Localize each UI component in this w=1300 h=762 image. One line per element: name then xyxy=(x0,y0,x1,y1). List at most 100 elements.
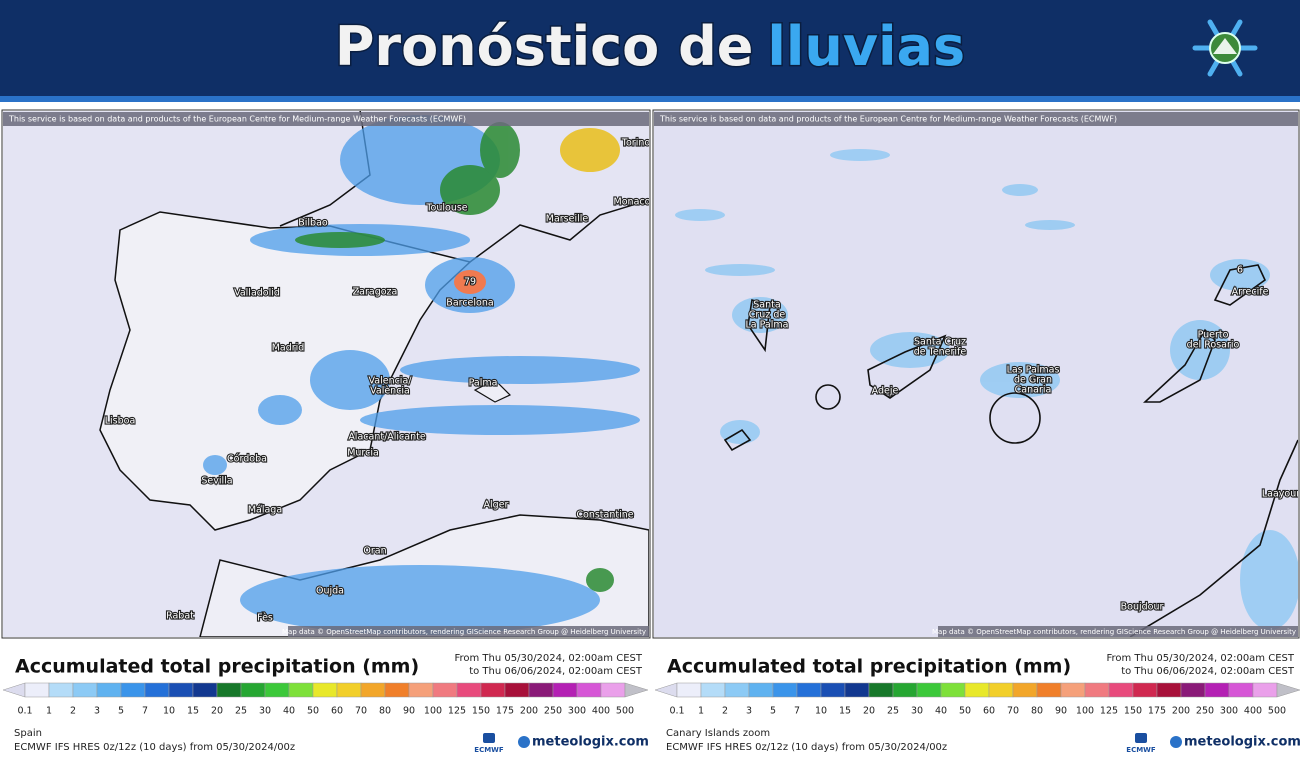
city-label: Las Palmas xyxy=(1007,365,1060,376)
scale-swatch xyxy=(216,682,242,698)
attribution: This service is based on data and produc… xyxy=(659,115,1117,124)
scale-label: 90 xyxy=(1055,706,1067,717)
scale-label: 2 xyxy=(722,706,728,717)
scale-swatch xyxy=(576,682,602,698)
scale-swatch xyxy=(1252,682,1278,698)
scale-swatch xyxy=(844,682,870,698)
scale-label: 2 xyxy=(70,706,76,717)
city-label: 6 xyxy=(1237,265,1243,276)
scale-arrow-left xyxy=(654,682,678,698)
header-stripe xyxy=(0,96,1300,102)
scale-label: 250 xyxy=(544,706,562,717)
scale-swatch xyxy=(1228,682,1254,698)
scale-label: 70 xyxy=(355,706,367,717)
city-label: Torino xyxy=(621,138,651,149)
city-label: Murcia xyxy=(347,448,379,459)
scale-swatch xyxy=(552,682,578,698)
scale-swatch xyxy=(480,682,506,698)
scale-label: 3 xyxy=(746,706,752,717)
brand-icon xyxy=(1170,736,1182,748)
scale-swatch xyxy=(916,682,942,698)
city-label: Rabat xyxy=(166,611,194,622)
scale-label: 5 xyxy=(118,706,124,717)
scale-swatch xyxy=(772,682,798,698)
title-part2: lluvias xyxy=(767,15,965,78)
scale-label: 25 xyxy=(235,706,247,717)
scale-swatch xyxy=(1132,682,1158,698)
scale-label: 100 xyxy=(1076,706,1094,717)
scale-label: 200 xyxy=(520,706,538,717)
scale-label: 500 xyxy=(1268,706,1286,717)
city-label: Arrecife xyxy=(1232,287,1269,298)
ecmwf-logo: ECMWF xyxy=(1126,746,1156,754)
scale-swatch xyxy=(168,682,194,698)
scale-swatch xyxy=(600,682,626,698)
city-label: Santa Cruz xyxy=(914,337,966,348)
scale-label: 25 xyxy=(887,706,899,717)
city-label: València xyxy=(370,386,410,397)
scale-label: 5 xyxy=(770,706,776,717)
scale-swatch xyxy=(504,682,530,698)
city-label: Marseille xyxy=(546,214,589,225)
scale-swatch xyxy=(72,682,98,698)
scale-label: 60 xyxy=(331,706,343,717)
scale-label: 200 xyxy=(1172,706,1190,717)
scale-swatch xyxy=(892,682,918,698)
scale-label: 30 xyxy=(259,706,271,717)
ecmwf-icon xyxy=(1135,733,1147,743)
scale-label: 7 xyxy=(794,706,800,717)
scale-swatch xyxy=(988,682,1014,698)
scale-swatch xyxy=(456,682,482,698)
scale-swatch xyxy=(1108,682,1134,698)
scale-swatch xyxy=(1156,682,1182,698)
header-bg xyxy=(0,0,1300,96)
scale-label: 0.1 xyxy=(17,706,32,717)
scale-label: 300 xyxy=(568,706,586,717)
model-info: ECMWF IFS HRES 0z/12z (10 days) from 05/… xyxy=(14,742,295,753)
ecmwf-logo: ECMWF xyxy=(474,746,504,754)
scale-arrow-right xyxy=(624,682,649,698)
city-label: La Palma xyxy=(746,320,789,331)
scale-label: 300 xyxy=(1220,706,1238,717)
scale-swatch xyxy=(1180,682,1206,698)
scale-swatch xyxy=(1012,682,1038,698)
scale-swatch xyxy=(820,682,846,698)
date-from: From Thu 05/30/2024, 02:00am CEST xyxy=(454,653,642,664)
scale-label: 40 xyxy=(283,706,295,717)
scale-label: 50 xyxy=(959,706,971,717)
scale-swatch xyxy=(1204,682,1230,698)
city-label: de Tenerife xyxy=(914,347,967,358)
city-label: Alacant/Alicante xyxy=(348,432,426,443)
scale-label: 150 xyxy=(472,706,490,717)
city-label: Valladolid xyxy=(234,288,280,299)
scale-swatch xyxy=(312,682,338,698)
city-label: de Gran xyxy=(1014,375,1052,386)
scale-swatch xyxy=(940,682,966,698)
attribution: This service is based on data and produc… xyxy=(8,115,466,124)
scale-label: 400 xyxy=(592,706,610,717)
legend-title: Accumulated total precipitation (mm) xyxy=(667,656,1071,678)
scale-swatch xyxy=(748,682,774,698)
city-label: Alger xyxy=(484,500,509,511)
city-label: Zaragoza xyxy=(353,287,398,298)
scale-label: 50 xyxy=(307,706,319,717)
city-label: Barcelona xyxy=(446,298,493,309)
scale-swatch xyxy=(264,682,290,698)
region: Canary Islands zoom xyxy=(666,728,770,739)
scale-swatch xyxy=(96,682,122,698)
scale-label: 70 xyxy=(1007,706,1019,717)
scale-arrow-right xyxy=(1276,682,1300,698)
city-label: Valencia/ xyxy=(369,376,413,387)
scale-label: 10 xyxy=(815,706,827,717)
scale-label: 15 xyxy=(187,706,199,717)
city-label: Madrid xyxy=(272,343,305,354)
scale-label: 40 xyxy=(935,706,947,717)
city-label: Constantine xyxy=(576,510,633,521)
scale-swatch xyxy=(336,682,362,698)
brand-icon xyxy=(518,736,530,748)
scale-swatch xyxy=(144,682,170,698)
scale-label: 10 xyxy=(163,706,175,717)
